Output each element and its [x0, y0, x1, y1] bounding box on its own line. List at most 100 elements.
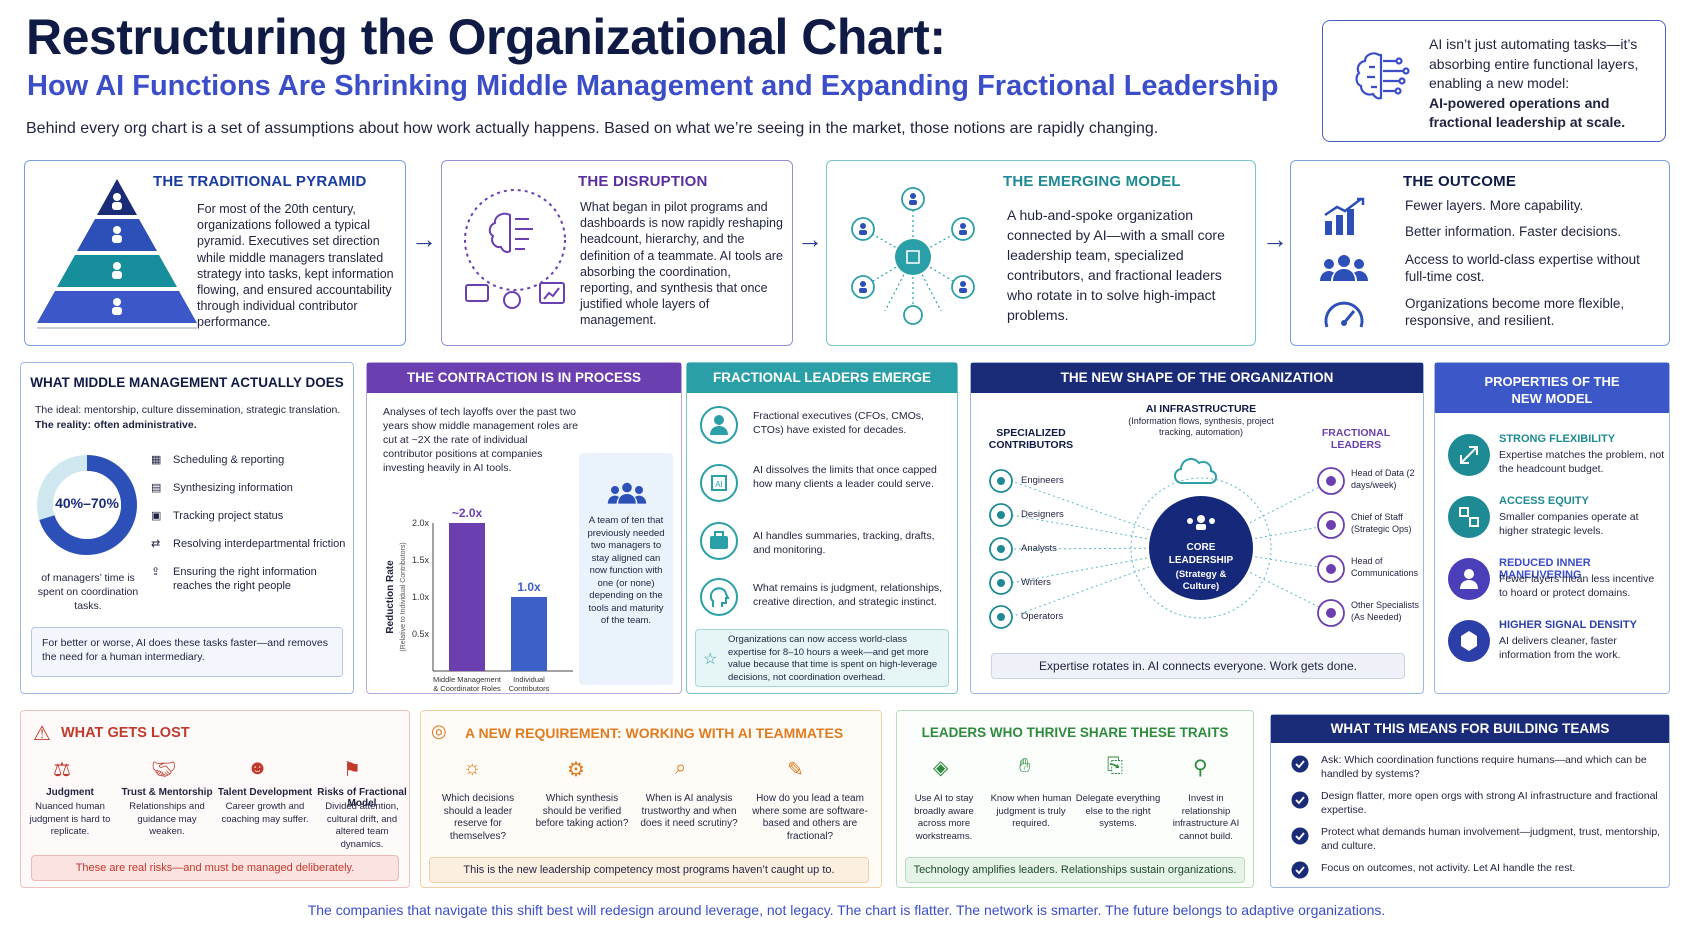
magnifier-icon: ⌕ [675, 757, 687, 779]
relationship-icon: ⚲ [1193, 757, 1208, 779]
verify-icon: ⚙ [567, 759, 585, 781]
donut-chart [35, 453, 139, 557]
outcome-item: Better information. Faster decisions. [1405, 224, 1622, 239]
page-title: Restructuring the Organizational Chart: [26, 9, 946, 65]
check-icon [1291, 861, 1309, 879]
fractional-note-text: Organizations can now access world-class… [728, 634, 938, 683]
ai-awareness-icon: ◈ [933, 757, 949, 779]
left-group-title: SPECIALIZED CONTRIBUTORS [988, 427, 1074, 451]
task-item: Synthesizing information [173, 482, 293, 494]
requirement-question: Which synthesis should be verified befor… [535, 793, 629, 829]
panel-title: THE NEW SHAPE OF THE ORGANIZATION [971, 363, 1423, 393]
ideal-text: The ideal: mentorship, culture dissemina… [35, 404, 341, 416]
panel-title: WHAT MIDDLE MANAGEMENT ACTUALLY DOES [30, 375, 344, 390]
callout-line1: AI isn’t just automating tasks—it’s abso… [1429, 36, 1639, 91]
task-item: Tracking project status [173, 510, 284, 522]
lost-body: Relationships and guidance may weaken. [129, 801, 205, 837]
communications-icon [1317, 555, 1345, 583]
callout-line2: AI-powered operations and fractional lea… [1429, 94, 1626, 131]
panel-footer: Expertise rotates in. AI connects everyo… [991, 653, 1405, 679]
task-item: Resolving interdepartmental friction [173, 538, 346, 550]
new-requirement-panel: ◎ A NEW REQUIREMENT: WORKING WITH AI TEA… [420, 710, 882, 888]
x-tick-label: Contributors [509, 684, 550, 693]
friction-icon: ⇄ [151, 538, 161, 550]
property-title: ACCESS EQUITY [1499, 495, 1589, 507]
chief-of-staff-icon [1317, 511, 1345, 539]
middle-management-panel: WHAT MIDDLE MANAGEMENT ACTUALLY DOES The… [20, 362, 354, 694]
building-item: Design flatter, more open orgs with stro… [1321, 790, 1658, 816]
y-tick-label: 0.5x [412, 629, 430, 639]
chip-icon: AI [699, 463, 739, 503]
judgment-hand-icon: ✋︎ [1019, 755, 1031, 777]
bar-chart-icon [1321, 197, 1367, 237]
share-icon: ⇪ [151, 566, 161, 578]
document-icon: ▤ [151, 482, 162, 494]
panel-title: WHAT GETS LOST [61, 725, 190, 741]
trust-icon: 🤝︎ [151, 759, 177, 781]
stage-body: For most of the 20th century, organizati… [197, 202, 394, 330]
arrow-right-icon: → [797, 224, 823, 254]
contributor-label: Designers [1021, 509, 1064, 520]
ai-infra-sub: (Information flows, synthesis, project t… [1128, 416, 1274, 437]
donut-caption: of managers’ time is spent on coordinati… [37, 572, 139, 612]
property-title: REDUCED INNER MANEUVERING [1499, 557, 1591, 581]
building-item: Focus on outcomes, not activity. Let AI … [1321, 862, 1576, 874]
stage-disruption: THE DISRUPTION What began in pilot progr… [441, 160, 793, 346]
ai-infra-title: AI INFRASTRUCTURE [1145, 403, 1257, 415]
team-icon [1319, 253, 1369, 285]
fractional-item: AI dissolves the limits that once capped… [753, 464, 937, 490]
lost-body: Nuanced human judgment is hard to replic… [29, 801, 111, 837]
reality-text: The reality: often administrative. [35, 419, 197, 431]
bar [449, 523, 485, 671]
callout-box: AI isn’t just automating tasks—it’s abso… [1322, 20, 1666, 142]
signal-density-icon [1447, 619, 1491, 663]
decision-icon: ☼ [463, 757, 482, 779]
delegate-icon: ⎘ [1107, 755, 1123, 777]
stage-emerging-model: THE EMERGING MODEL A hub-and-spoke organ… [826, 160, 1256, 346]
other-specialists-icon [1317, 599, 1345, 627]
y-axis-label: Reduction Rate [385, 560, 396, 634]
ai-chip-icon: ◎ [431, 721, 447, 741]
fractional-leader-label: Head of Communications [1351, 556, 1419, 578]
pyramid-icon [37, 179, 197, 329]
property-body: Fewer layers mean less incentive to hoar… [1499, 573, 1655, 599]
panel-footer: These are real risks—and must be managed… [31, 855, 399, 881]
outcome-item: Organizations become more flexible, resp… [1405, 296, 1625, 328]
trait-item: Delegate everything else to the right sy… [1075, 793, 1161, 829]
building-item: Ask: Which coordination functions requir… [1321, 754, 1647, 780]
property-body: Expertise matches the problem, not the h… [1499, 449, 1665, 475]
contributor-label: Engineers [1021, 475, 1064, 486]
property-title: STRONG FLEXIBILITY [1499, 433, 1616, 445]
intro-text: Behind every org chart is a set of assum… [26, 120, 1159, 137]
outcome-item: Access to world-class expertise without … [1405, 252, 1640, 284]
panel-title: A NEW REQUIREMENT: WORKING WITH AI TEAMM… [465, 725, 844, 741]
trait-item: Know when human judgment is truly requir… [990, 793, 1072, 829]
engineer-icon [989, 469, 1013, 493]
brain-circuit-icon [1349, 45, 1415, 111]
task-item: Scheduling & reporting [173, 454, 285, 466]
bar [511, 597, 547, 671]
stage-traditional-pyramid: THE TRADITIONAL PYRAMID For most of the … [24, 160, 406, 346]
building-teams-panel: WHAT THIS MEANS FOR BUILDING TEAMS Ask: … [1270, 714, 1670, 888]
bar-data-label: ~2.0x [452, 506, 483, 520]
panel-title: PROPERTIES OF THE NEW MODEL [1435, 363, 1669, 413]
head-brain-icon [699, 577, 739, 617]
what-gets-lost-panel: ⚠ WHAT GETS LOST ⚖ 🤝︎ ☻ ⚑ Judgment Nuanc… [20, 710, 410, 888]
contributor-label: Operators [1021, 611, 1064, 622]
footer-statement: The companies that navigate this shift b… [307, 902, 1386, 918]
warning-icon: ⚠ [33, 723, 51, 745]
task-item: Ensuring the right information reaches t… [173, 566, 317, 592]
stage-title: THE EMERGING MODEL [1003, 173, 1181, 190]
check-icon [1291, 791, 1309, 809]
y-tick-label: 2.0x [412, 518, 430, 528]
requirement-question: Which decisions should a leader reserve … [441, 793, 515, 842]
briefcase-icon [699, 521, 739, 561]
fractional-leader-label: Chief of Staff (Strategic Ops) [1351, 512, 1412, 534]
new-shape-panel: THE NEW SHAPE OF THE ORGANIZATION AI INF… [970, 362, 1424, 694]
right-group-title: FRACTIONAL LEADERS [1321, 427, 1391, 451]
analyst-icon [989, 537, 1013, 561]
side-note-text: A team of ten that previously needed two… [587, 515, 665, 626]
stage-outcome: THE OUTCOME Fewer layers. More capabilit… [1290, 160, 1670, 346]
ai-disruption-icon [460, 185, 570, 325]
panel-footer: This is the new leadership competency mo… [429, 857, 869, 883]
